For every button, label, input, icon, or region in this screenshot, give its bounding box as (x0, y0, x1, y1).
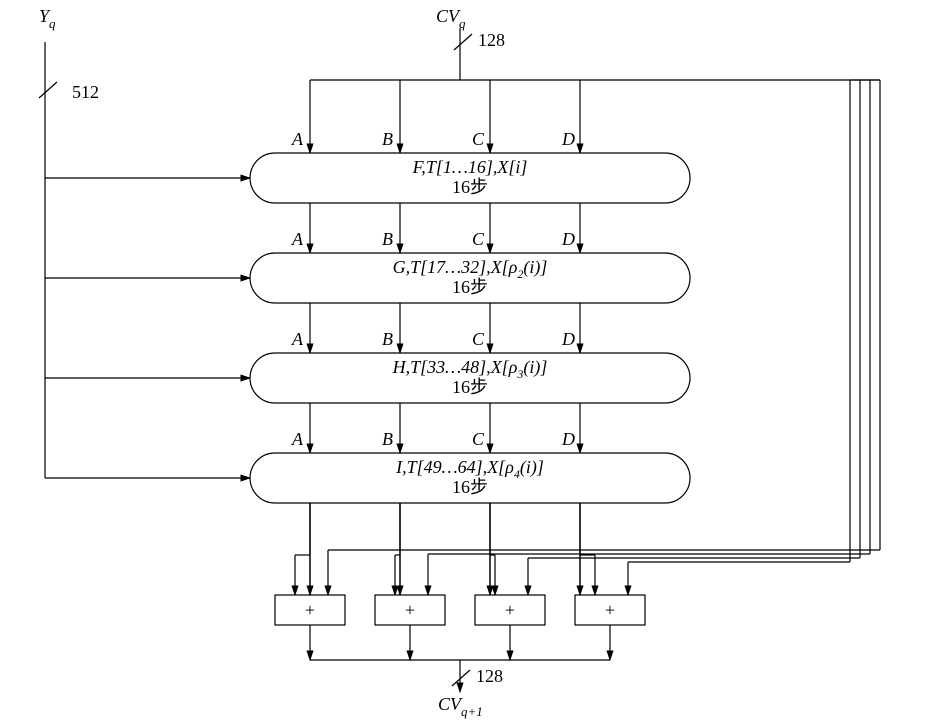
svg-text:B: B (382, 329, 393, 349)
svg-text:128: 128 (478, 30, 505, 50)
svg-text:D: D (561, 229, 575, 249)
output-label: CVq+1 (438, 694, 483, 719)
svg-text:C: C (472, 229, 485, 249)
round-line1: F,T[1…16],X[i] (412, 157, 528, 177)
svg-text:CVq: CVq (436, 6, 466, 31)
svg-text:128: 128 (476, 666, 503, 686)
svg-text:+: + (305, 600, 315, 620)
svg-text:A: A (291, 329, 304, 349)
svg-text:B: B (382, 129, 393, 149)
svg-text:B: B (382, 429, 393, 449)
svg-text:+: + (505, 600, 515, 620)
svg-text:B: B (382, 229, 393, 249)
svg-text:16步: 16步 (452, 277, 488, 297)
svg-text:16步: 16步 (452, 477, 488, 497)
svg-text:A: A (291, 129, 304, 149)
svg-text:16步: 16步 (452, 177, 488, 197)
svg-text:C: C (472, 129, 485, 149)
svg-text:D: D (561, 429, 575, 449)
svg-text:A: A (291, 429, 304, 449)
svg-text:16步: 16步 (452, 377, 488, 397)
svg-text:512: 512 (72, 82, 99, 102)
svg-text:+: + (405, 600, 415, 620)
svg-text:D: D (561, 329, 575, 349)
svg-text:A: A (291, 229, 304, 249)
svg-text:C: C (472, 329, 485, 349)
svg-text:+: + (605, 600, 615, 620)
svg-text:C: C (472, 429, 485, 449)
svg-text:D: D (561, 129, 575, 149)
svg-text:Yq: Yq (39, 6, 56, 31)
